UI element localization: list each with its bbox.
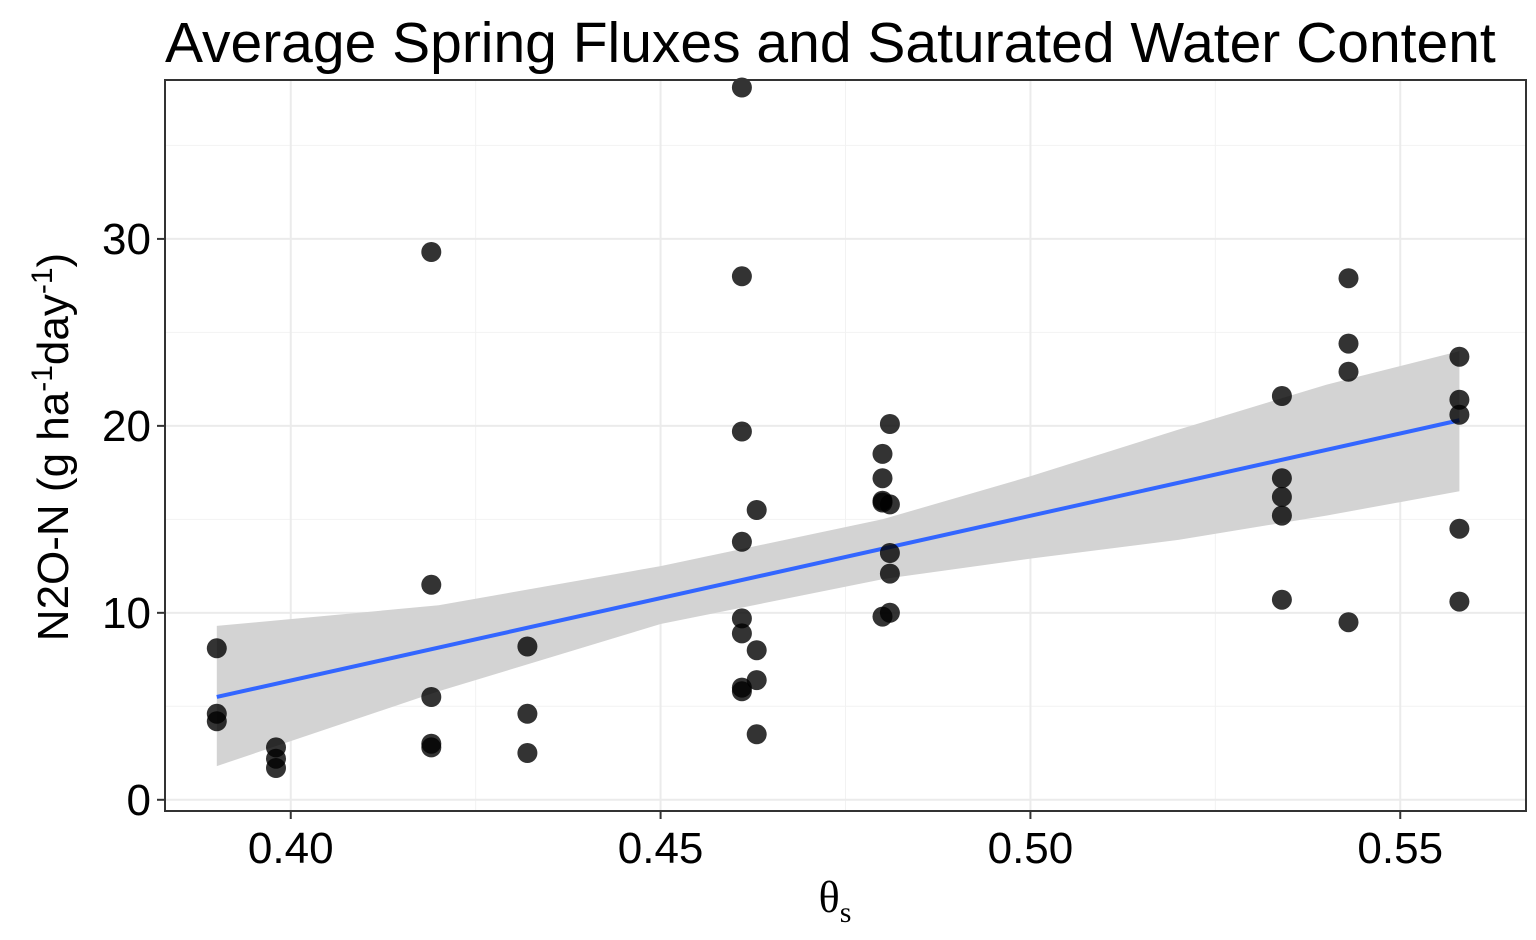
data-point: [879, 543, 900, 563]
data-point: [731, 266, 752, 287]
x-axis-title-base: θ: [819, 873, 840, 922]
data-point: [1338, 333, 1359, 354]
data-point: [731, 77, 752, 98]
y-axis-title-pre: N2O-N (g ha: [29, 391, 78, 641]
data-point: [517, 703, 538, 724]
data-point: [1338, 268, 1359, 289]
x-axis-title: θs: [819, 873, 852, 929]
data-point: [879, 563, 900, 584]
data-point: [746, 640, 767, 661]
data-point: [1449, 346, 1470, 367]
data-point: [731, 531, 752, 552]
data-point: [421, 687, 442, 707]
y-axis-title: N2O-N (g ha-1day-1): [26, 253, 78, 641]
x-tick-label: 0.45: [618, 824, 704, 873]
data-point: [746, 670, 767, 691]
data-point: [1449, 591, 1470, 612]
data-point: [746, 724, 767, 745]
data-point: [517, 743, 538, 763]
data-point: [1338, 361, 1359, 382]
panel-border: [164, 79, 1527, 812]
y-axis-title-post: ): [29, 253, 78, 268]
x-tick-label: 0.55: [1357, 824, 1443, 873]
data-point: [872, 468, 893, 489]
data-point: [1271, 468, 1292, 489]
chart-title: Average Spring Fluxes and Saturated Wate…: [165, 11, 1496, 75]
data-point: [872, 443, 893, 464]
data-point: [1338, 612, 1359, 633]
y-axis-title-sup2: -1: [26, 267, 59, 294]
data-points: [206, 77, 1470, 778]
data-point: [421, 737, 442, 758]
y-tick-label: 10: [102, 589, 151, 638]
data-point: [1271, 386, 1292, 406]
data-point: [1449, 518, 1470, 539]
data-point: [421, 574, 442, 595]
data-point: [266, 758, 286, 778]
y-tick-label: 0: [127, 776, 151, 825]
data-point: [879, 602, 900, 623]
data-point: [206, 711, 227, 732]
data-point: [1271, 589, 1292, 610]
data-point: [517, 636, 538, 657]
regression-line: [216, 418, 1460, 699]
x-axis-title-sub: s: [840, 896, 852, 929]
y-tick-label: 20: [102, 402, 151, 451]
data-point: [879, 414, 900, 434]
y-tick-label: 30: [102, 215, 151, 264]
axis-ticks: 0.40 0.45 0.50 0.55 0 10 20 30: [102, 215, 1443, 873]
y-axis-title-sup1: -1: [26, 365, 59, 392]
data-point: [731, 421, 752, 442]
data-point: [1271, 486, 1292, 507]
y-axis-title-mid: day: [29, 294, 78, 365]
data-point: [746, 500, 767, 520]
x-tick-label: 0.50: [988, 824, 1074, 873]
data-point: [1449, 404, 1470, 425]
data-point: [1449, 389, 1470, 410]
data-point: [421, 242, 442, 262]
data-point: [206, 638, 227, 659]
data-point: [731, 623, 752, 644]
x-tick-label: 0.40: [248, 824, 334, 873]
data-point: [731, 608, 752, 629]
data-point: [731, 681, 752, 702]
data-point: [879, 494, 900, 515]
data-point: [1271, 505, 1292, 526]
